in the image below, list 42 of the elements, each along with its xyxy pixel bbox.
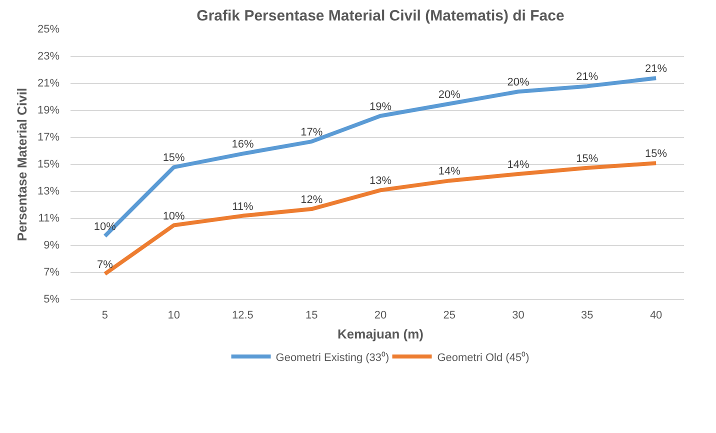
x-tick-label: 30 xyxy=(512,310,524,322)
y-tick-label: 17% xyxy=(37,132,60,144)
data-label: 13% xyxy=(369,175,392,188)
y-tick-label: 7% xyxy=(44,266,60,278)
y-tick-label: 5% xyxy=(44,294,60,306)
y-tick-label: 23% xyxy=(37,50,60,62)
y-tick-label: 21% xyxy=(37,78,60,90)
data-label: 16% xyxy=(232,138,254,151)
data-label: 21% xyxy=(576,71,598,84)
x-tick-label: 40 xyxy=(650,310,662,322)
data-label: 7% xyxy=(96,258,114,271)
x-tick-label: 5 xyxy=(102,310,108,322)
data-label: 20% xyxy=(438,88,461,101)
x-tick-label: 15 xyxy=(305,310,318,322)
data-label: 15% xyxy=(645,148,668,160)
x-tick-label: 35 xyxy=(581,310,594,322)
data-label: 17% xyxy=(300,126,323,139)
data-label: 15% xyxy=(576,152,598,165)
y-tick-label: 25% xyxy=(37,24,60,36)
data-label: 19% xyxy=(369,100,392,113)
legend-label: Geometri Old (45⁰) xyxy=(437,350,530,364)
y-axis-title: Persentase Material Civil xyxy=(14,88,30,242)
x-tick-label: 25 xyxy=(443,310,456,322)
chart-title: Grafik Persentase Material Civil (Matematis) di Face xyxy=(196,8,564,24)
y-tick-label: 15% xyxy=(37,158,60,170)
x-tick-label: 12.5 xyxy=(232,310,254,322)
data-label: 14% xyxy=(507,158,530,171)
data-label: 14% xyxy=(438,166,461,178)
x-tick-label: 10 xyxy=(168,310,180,322)
y-tick-label: 19% xyxy=(37,104,60,116)
data-label: 11% xyxy=(232,200,254,213)
data-label: 20% xyxy=(507,76,530,89)
data-label: 12% xyxy=(300,194,323,206)
data-label: 10% xyxy=(162,210,186,222)
legend-label: Geometri Existing (33⁰) xyxy=(276,350,390,364)
data-label: 15% xyxy=(162,152,186,164)
y-tick-label: 11% xyxy=(38,212,60,224)
x-tick-label: 20 xyxy=(374,310,387,322)
y-tick-label: 13% xyxy=(37,186,60,198)
data-label: 21% xyxy=(645,63,668,76)
y-tick-label: 9% xyxy=(44,240,60,252)
x-axis-title: Kemajuan (m) xyxy=(338,326,424,342)
